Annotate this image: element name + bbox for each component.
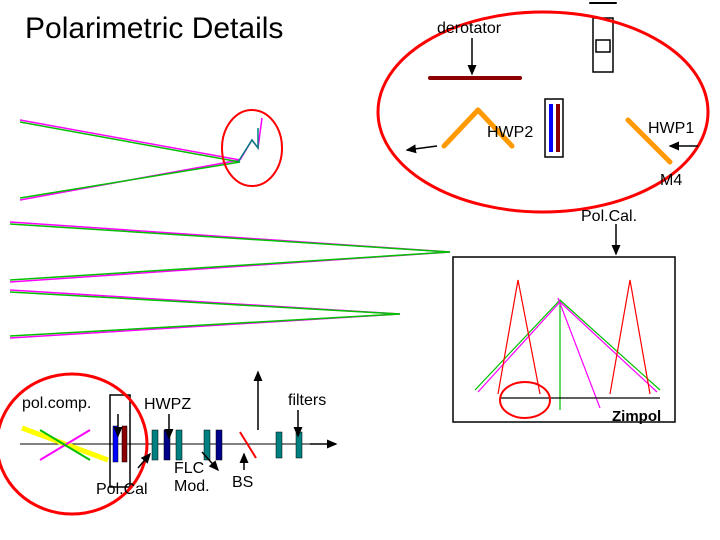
- label-filters: filters: [288, 392, 326, 410]
- label-zimpol: Zimpol: [612, 408, 661, 425]
- diagram-canvas: [0, 0, 720, 540]
- label-flc: FLC: [174, 460, 204, 478]
- label-hwp1: HWP1: [648, 120, 694, 138]
- label-bs: BS: [232, 474, 253, 492]
- label-mod: Mod.: [174, 478, 210, 496]
- label-m4: M4: [660, 172, 682, 190]
- label-hwp2: HWP2: [487, 124, 533, 142]
- label-derotator: derotator: [437, 20, 501, 38]
- slide-title: Polarimetric Details: [25, 12, 283, 46]
- label-polcal-left: Pol.Cal: [96, 481, 148, 499]
- label-polcal-right: Pol.Cal.: [581, 208, 637, 226]
- label-polcomp: pol.comp.: [22, 395, 91, 413]
- label-hwpz: HWPZ: [144, 396, 191, 414]
